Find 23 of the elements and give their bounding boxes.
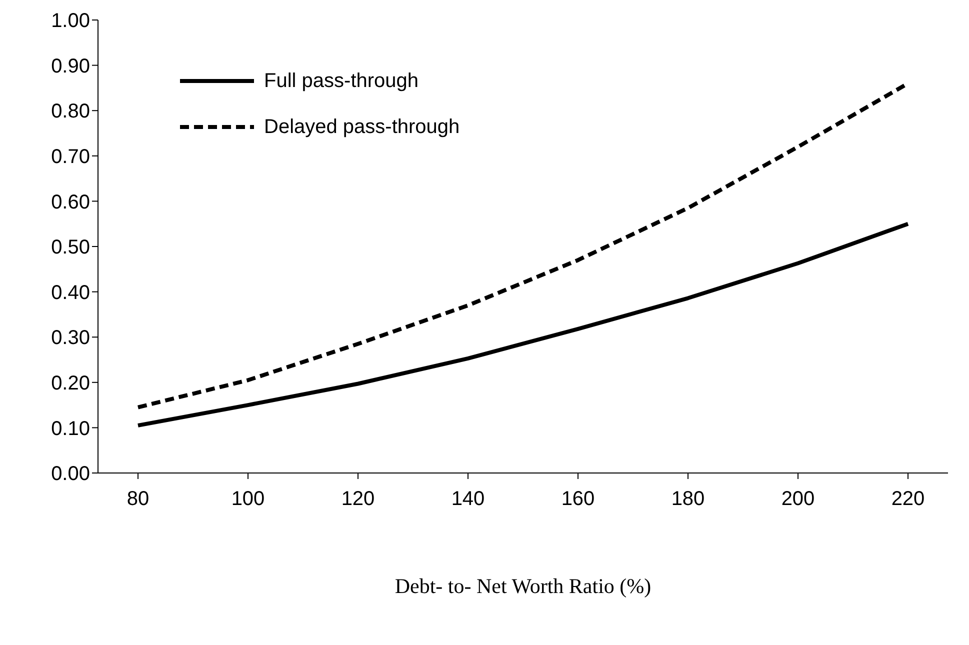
x-tick-label: 80 [126, 488, 150, 510]
y-tick-label: 0.70 [51, 146, 90, 168]
y-tick-label: 0.00 [51, 463, 90, 486]
y-tick-label: 0.40 [51, 282, 90, 304]
x-tick-label: 220 [891, 488, 925, 510]
x-axis-title: Debt- to- Net Worth Ratio (%) [394, 574, 652, 598]
x-tick-label: 200 [781, 488, 815, 510]
y-tick-label: 0.90 [51, 55, 90, 78]
y-tick-label: 0.50 [51, 236, 90, 259]
legend-label: Delayed pass-through [264, 116, 460, 138]
y-tick-label: 0.80 [51, 100, 90, 123]
y-tick-label: 0.20 [51, 372, 90, 394]
x-tick-label: 120 [341, 488, 375, 510]
y-tick-label: 0.60 [51, 191, 90, 214]
x-tick-label: 140 [451, 488, 485, 510]
x-tick-label: 160 [561, 488, 595, 510]
y-tick-label: 0.10 [51, 418, 90, 440]
line-series [136, 222, 910, 428]
legend-label: Full pass-through [264, 70, 419, 92]
x-tick-label: 180 [671, 488, 705, 510]
y-tick-label: 1.00 [51, 10, 90, 32]
x-tick-label: 100 [231, 488, 265, 510]
y-tick-label: 0.30 [51, 327, 90, 350]
